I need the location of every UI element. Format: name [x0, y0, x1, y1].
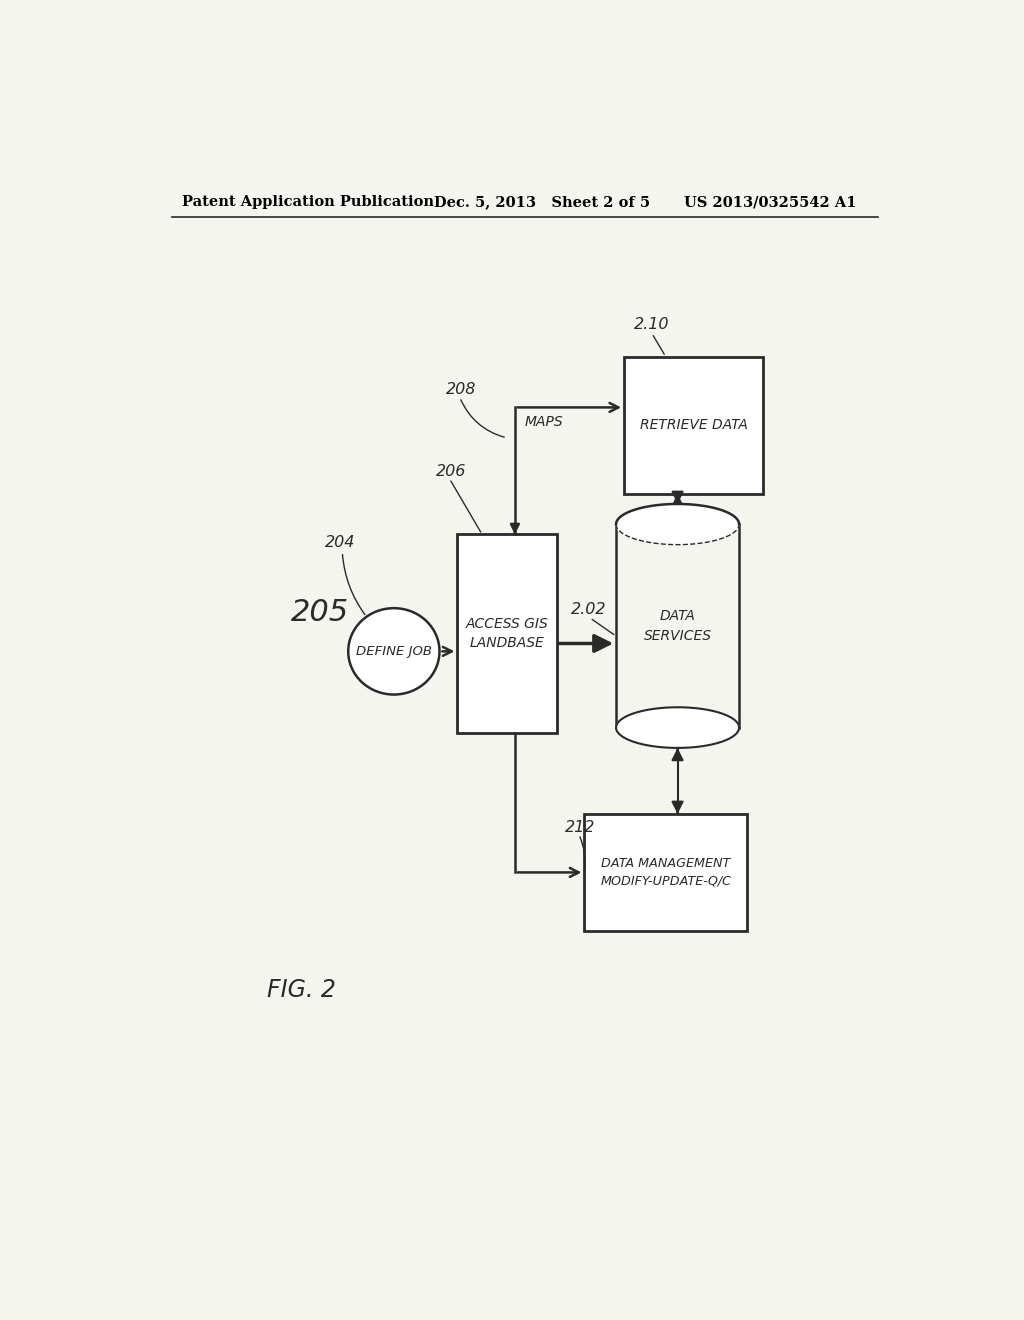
- Text: 205: 205: [291, 598, 349, 627]
- Text: 206: 206: [436, 463, 466, 479]
- FancyBboxPatch shape: [624, 356, 763, 494]
- Text: 212: 212: [564, 820, 595, 836]
- FancyBboxPatch shape: [585, 814, 746, 931]
- Text: DEFINE JOB: DEFINE JOB: [356, 645, 432, 657]
- Text: US 2013/0325542 A1: US 2013/0325542 A1: [684, 195, 856, 209]
- Polygon shape: [616, 504, 739, 545]
- FancyBboxPatch shape: [458, 535, 557, 733]
- Text: 208: 208: [445, 383, 476, 397]
- Text: Patent Application Publication: Patent Application Publication: [182, 195, 434, 209]
- Text: DATA
SERVICES: DATA SERVICES: [643, 610, 712, 643]
- Text: Dec. 5, 2013   Sheet 2 of 5: Dec. 5, 2013 Sheet 2 of 5: [433, 195, 649, 209]
- Ellipse shape: [348, 609, 439, 694]
- Text: 2.02: 2.02: [570, 602, 606, 616]
- Text: RETRIEVE DATA: RETRIEVE DATA: [640, 418, 748, 432]
- Text: 2.10: 2.10: [634, 317, 669, 333]
- Text: ACCESS GIS
LANDBASE: ACCESS GIS LANDBASE: [466, 616, 548, 651]
- Text: DATA MANAGEMENT
MODIFY-UPDATE-Q/C: DATA MANAGEMENT MODIFY-UPDATE-Q/C: [600, 858, 731, 887]
- Polygon shape: [616, 708, 739, 748]
- Text: FIG. 2: FIG. 2: [267, 978, 336, 1002]
- Text: MAPS: MAPS: [524, 414, 563, 429]
- Text: 204: 204: [325, 535, 355, 549]
